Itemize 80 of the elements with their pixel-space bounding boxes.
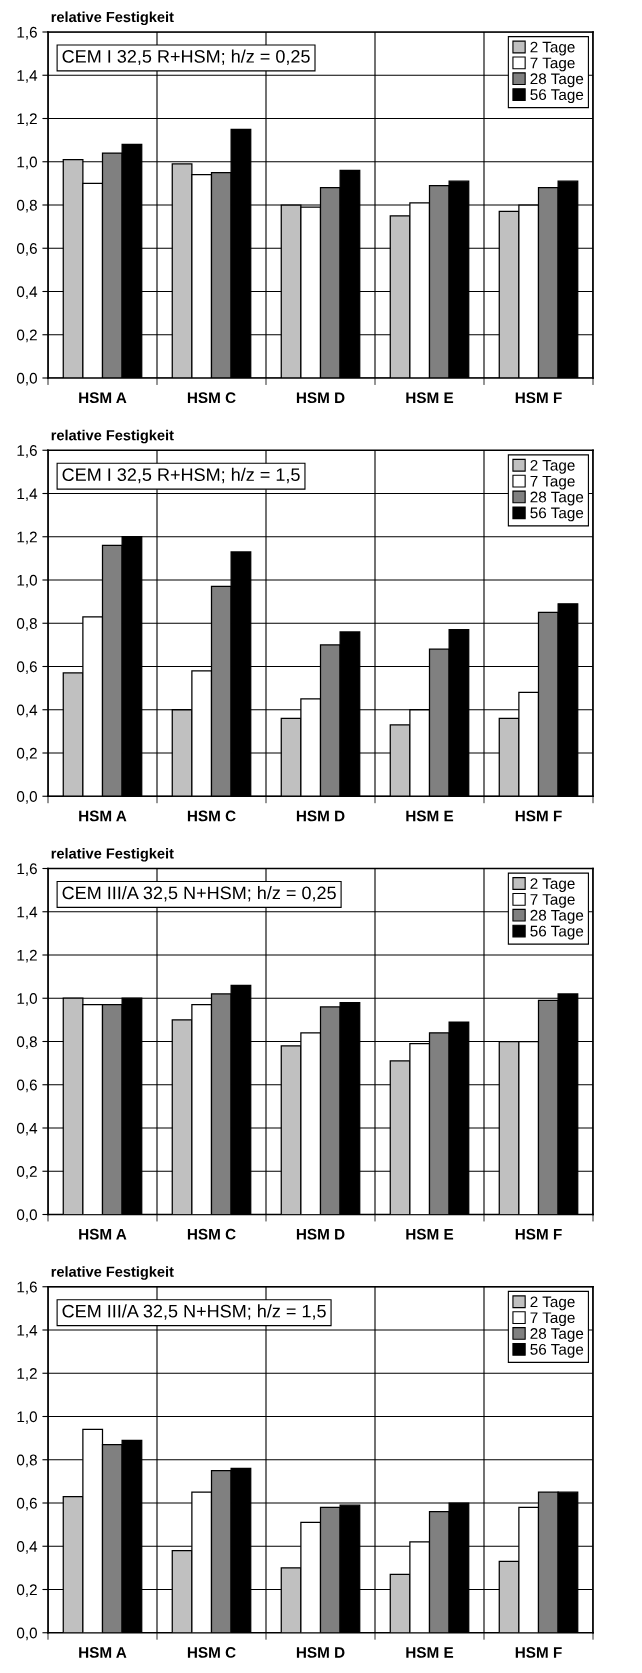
legend-label: 7 Tage (530, 475, 575, 490)
y-tick-label: 1,0 (17, 1411, 37, 1424)
annotation: CEM I 32,5 R+HSM; h/z = 1,5 (62, 467, 300, 484)
x-tick-label: HSM E (406, 810, 454, 822)
y-tick-label: 1,0 (17, 574, 37, 588)
y-tick-label: 1,6 (17, 863, 37, 876)
x-tick-label: HSM C (187, 810, 236, 822)
x-tick-label: HSM F (515, 1228, 562, 1240)
x-tick-label: HSM D (296, 1228, 345, 1240)
y-tick-label: 0,6 (16, 243, 37, 256)
y-axis-title: relative Festigkeit (51, 11, 174, 26)
y-tick-label: 1,2 (17, 113, 37, 126)
y-tick-label: 0,4 (16, 286, 38, 299)
x-tick-label: HSM D (296, 1647, 345, 1658)
y-axis-title: relative Festigkeit (51, 847, 174, 862)
legend-label: 56 Tage (530, 1343, 584, 1358)
legend-label: 7 Tage (530, 57, 575, 72)
legend-label: 56 Tage (530, 925, 584, 940)
x-tick-label: HSM E (406, 1647, 454, 1658)
x-tick-label: HSM A (79, 392, 127, 404)
legend-label: 28 Tage (530, 1328, 584, 1342)
annotation: CEM I 32,5 R+HSM; h/z = 0,25 (62, 49, 310, 65)
y-tick-label: 1,2 (17, 949, 37, 963)
annotation: CEM III/A 32,5 N+HSM; h/z = 0,25 (62, 886, 336, 902)
y-tick-label: 1,0 (17, 156, 37, 170)
x-tick-label: HSM D (296, 392, 345, 404)
legend-label: 2 Tage (530, 459, 575, 474)
y-tick-label: 0,6 (16, 1497, 37, 1511)
y-tick-label: 0,8 (16, 1036, 37, 1049)
x-tick-label: HSM C (187, 392, 236, 404)
y-tick-label: 0,2 (16, 1584, 37, 1597)
y-tick-label: 0,6 (16, 661, 37, 674)
legend-label: 56 Tage (530, 89, 584, 104)
y-axis-title: relative Festigkeit (51, 429, 174, 444)
legend-label: 7 Tage (530, 1312, 575, 1327)
y-tick-label: 1,2 (17, 1368, 37, 1381)
y-tick-label: 1,4 (17, 70, 38, 83)
y-tick-label: 0,0 (16, 1209, 37, 1222)
legend-label: 2 Tage (530, 1296, 575, 1311)
y-tick-label: 1,0 (17, 993, 37, 1006)
legend-label: 28 Tage (530, 909, 584, 924)
x-tick-label: HSM F (515, 392, 562, 404)
y-axis-title: relative Festigkeit (51, 1266, 174, 1280)
x-tick-label: HSM F (515, 1647, 562, 1658)
y-tick-label: 1,2 (17, 531, 37, 545)
y-tick-label: 0,0 (16, 791, 37, 804)
x-tick-label: HSM A (79, 810, 127, 822)
y-tick-label: 1,4 (17, 488, 38, 501)
y-tick-label: 0,0 (16, 1627, 37, 1641)
x-tick-label: HSM A (79, 1228, 127, 1240)
y-tick-label: 0,2 (16, 1166, 37, 1179)
y-tick-label: 0,8 (16, 1454, 37, 1468)
x-tick-label: HSM A (79, 1647, 127, 1658)
legend-label: 28 Tage (530, 73, 584, 88)
y-tick-label: 0,4 (16, 704, 38, 718)
legend-label: 2 Tage (530, 41, 575, 56)
y-tick-label: 1,6 (17, 445, 37, 458)
y-tick-label: 0,2 (16, 329, 37, 343)
legend-label: 2 Tage (530, 878, 575, 892)
y-tick-label: 0,6 (16, 1079, 37, 1093)
y-tick-label: 1,4 (17, 1325, 38, 1338)
y-tick-label: 0,8 (16, 618, 37, 631)
x-tick-label: HSM D (296, 810, 345, 822)
legend-label: 28 Tage (530, 491, 584, 506)
y-tick-label: 1,4 (17, 906, 38, 920)
x-tick-label: HSM E (406, 1228, 454, 1240)
x-tick-label: HSM C (187, 1647, 236, 1658)
y-tick-label: 0,4 (16, 1541, 38, 1554)
y-tick-label: 0,0 (16, 372, 37, 386)
y-tick-label: 1,6 (17, 26, 37, 40)
y-tick-label: 0,4 (16, 1122, 38, 1136)
annotation: CEM III/A 32,5 N+HSM; h/z = 1,5 (62, 1304, 326, 1320)
y-tick-label: 1,6 (17, 1281, 37, 1295)
legend-label: 7 Tage (530, 894, 575, 908)
x-tick-label: HSM C (187, 1228, 236, 1240)
x-tick-label: HSM F (515, 810, 562, 822)
x-tick-label: HSM E (406, 392, 454, 404)
legend-label: 56 Tage (530, 507, 584, 522)
y-tick-label: 0,2 (16, 747, 37, 761)
y-tick-label: 0,8 (16, 199, 37, 213)
